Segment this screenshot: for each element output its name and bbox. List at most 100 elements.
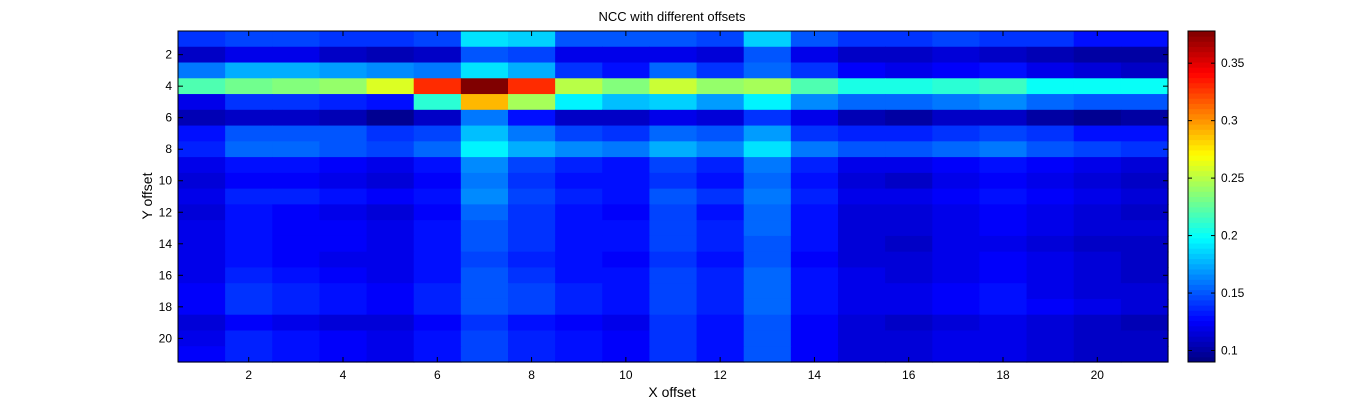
heatmap-cell-7-5: [460, 94, 509, 111]
heatmap-cell-12-5: [696, 94, 745, 111]
heatmap-cell-16-4: [885, 78, 933, 95]
heatmap-cell-13-15: [743, 251, 792, 269]
heatmap-cell-6-8: [413, 141, 462, 158]
heatmap-cell-3-1: [272, 31, 321, 48]
heatmap-cell-11-19: [649, 314, 698, 332]
heatmap-cell-5-21: [366, 346, 415, 363]
heatmap-cell-16-14: [885, 235, 933, 253]
heatmap-cell-18-2: [979, 46, 1028, 64]
heatmap-cell-17-1: [932, 31, 981, 48]
x-tick-label: 8: [528, 368, 535, 382]
heatmap-cell-4-15: [319, 251, 368, 269]
heatmap-cell-14-18: [790, 298, 839, 316]
heatmap-cell-13-5: [743, 94, 792, 111]
colorbar-segment: [1188, 124, 1215, 130]
heatmap-cell-16-6: [885, 109, 933, 127]
heatmap-cell-11-1: [649, 31, 698, 48]
colorbar-segment: [1188, 206, 1215, 213]
heatmap-cell-8-12: [508, 204, 556, 221]
heatmap-cell-14-3: [790, 62, 839, 79]
heatmap-cell-18-4: [979, 78, 1028, 95]
heatmap-cell-6-12: [413, 204, 462, 221]
heatmap-cell-1-1: [178, 31, 226, 48]
heatmap-cell-15-11: [838, 188, 886, 205]
heatmap-cell-15-12: [838, 204, 886, 221]
heatmap-cell-21-3: [1120, 62, 1169, 79]
colorbar-segment: [1188, 175, 1215, 182]
heatmap-cell-3-18: [272, 298, 321, 316]
heatmap-cell-6-2: [413, 46, 462, 64]
heatmap-cell-9-12: [555, 204, 603, 221]
heatmap-cell-15-2: [838, 46, 886, 64]
heatmap-cell-19-14: [1026, 235, 1075, 253]
heatmap-cell-16-18: [885, 298, 933, 316]
heatmap-cell-11-15: [649, 251, 698, 269]
heatmap-cell-19-19: [1026, 314, 1075, 332]
heatmap-cell-8-21: [508, 346, 556, 363]
heatmap-cell-21-18: [1120, 298, 1169, 316]
heatmap-cell-1-13: [178, 220, 226, 237]
heatmap-cell-21-19: [1120, 314, 1169, 332]
heatmap-cell-12-1: [696, 31, 745, 48]
colorbar-segment: [1188, 248, 1215, 254]
heatmap-cell-19-4: [1026, 78, 1075, 95]
heatmap-cell-11-11: [649, 188, 698, 205]
heatmap-cell-8-2: [508, 46, 556, 64]
heatmap-cell-5-19: [366, 314, 415, 332]
heatmap-cell-18-13: [979, 220, 1028, 237]
heatmap-cell-20-8: [1073, 141, 1122, 158]
heatmap-cell-8-9: [508, 157, 556, 174]
heatmap-cell-5-10: [366, 172, 415, 190]
heatmap-cell-4-17: [319, 283, 368, 300]
y-tick-label: 2: [165, 48, 172, 62]
heatmap-cell-12-11: [696, 188, 745, 205]
heatmap-cell-13-8: [743, 141, 792, 158]
heatmap-cell-2-6: [225, 109, 273, 127]
heatmap-cell-9-3: [555, 62, 603, 79]
colorbar-segment: [1188, 160, 1215, 166]
heatmap-cell-5-11: [366, 188, 415, 205]
heatmap-cell-7-12: [460, 204, 509, 221]
heatmap-cell-4-6: [319, 109, 368, 127]
heatmap-cell-3-7: [272, 125, 321, 142]
y-tick-label: 8: [165, 142, 172, 156]
colorbar-segment: [1188, 315, 1215, 322]
colorbar-segment: [1188, 31, 1215, 37]
colorbar-segment: [1188, 103, 1215, 110]
heatmap-cell-10-2: [602, 46, 651, 64]
colorbar-segment: [1188, 51, 1215, 58]
heatmap-cell-15-4: [838, 78, 886, 95]
heatmap-cell-3-14: [272, 235, 321, 253]
heatmap-cell-17-19: [932, 314, 981, 332]
heatmap-cell-13-17: [743, 283, 792, 300]
x-tick-label: 14: [808, 368, 822, 382]
colorbar-segment: [1188, 336, 1215, 342]
heatmap-cell-11-9: [649, 157, 698, 174]
heatmap-cell-8-11: [508, 188, 556, 205]
heatmap-cell-20-12: [1073, 204, 1122, 221]
heatmap-cell-7-4: [460, 78, 509, 95]
heatmap-cell-19-11: [1026, 188, 1075, 205]
colorbar-segment: [1188, 201, 1215, 208]
heatmap-cell-18-6: [979, 109, 1028, 127]
colorbar-segment: [1188, 212, 1215, 218]
colorbar-segment: [1188, 144, 1215, 151]
colorbar-segment: [1188, 289, 1215, 296]
heatmap-cell-4-3: [319, 62, 368, 79]
heatmap-cell-3-16: [272, 267, 321, 284]
heatmap-cell-17-2: [932, 46, 981, 64]
heatmap-cell-15-9: [838, 157, 886, 174]
heatmap-cell-10-20: [602, 330, 651, 347]
colorbar-segment: [1188, 180, 1215, 187]
heatmap-cell-18-12: [979, 204, 1028, 221]
heatmap-cell-11-13: [649, 220, 698, 237]
heatmap-cell-4-12: [319, 204, 368, 221]
heatmap-cell-16-11: [885, 188, 933, 205]
heatmap-cell-7-11: [460, 188, 509, 205]
heatmap-cell-13-6: [743, 109, 792, 127]
heatmap-cell-20-16: [1073, 267, 1122, 284]
heatmap-cell-8-20: [508, 330, 556, 347]
heatmap-cell-7-8: [460, 141, 509, 158]
heatmap-cell-14-1: [790, 31, 839, 48]
heatmap-cells: [178, 31, 1169, 363]
